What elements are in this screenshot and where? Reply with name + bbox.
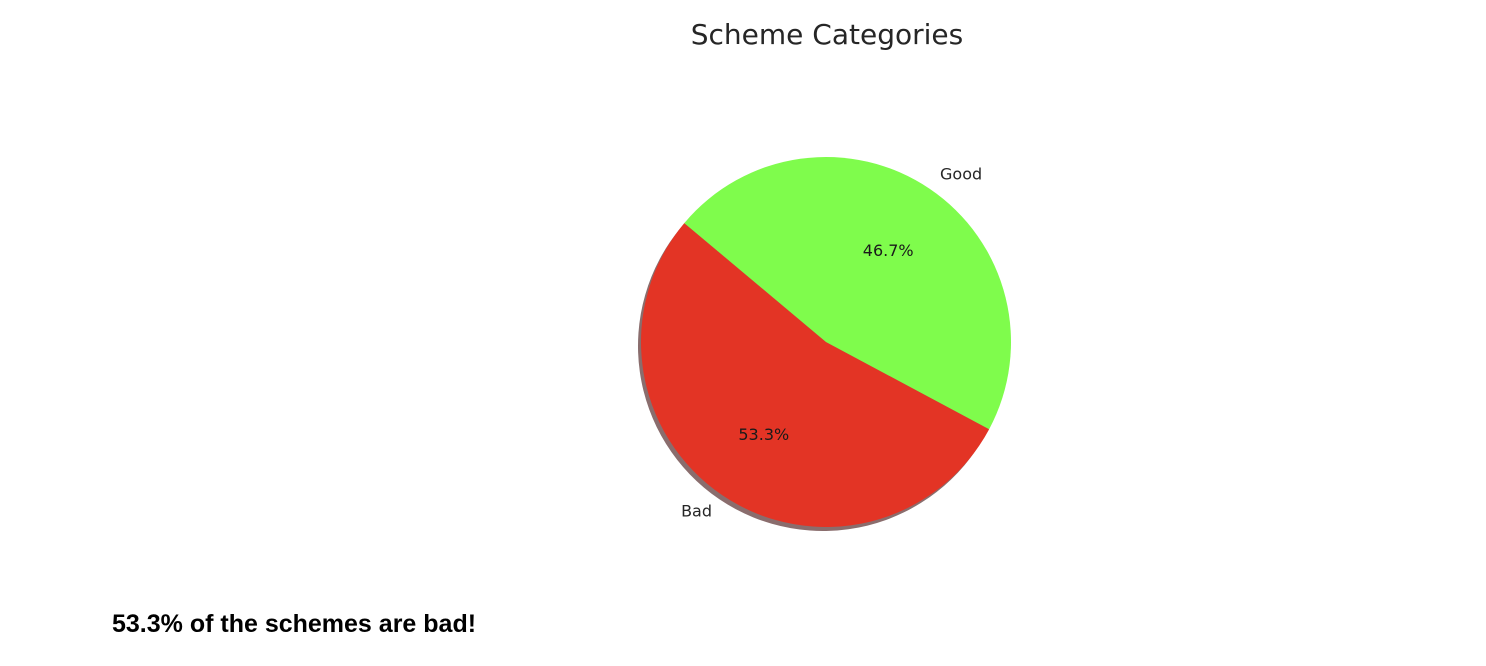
summary-text: 53.3% of the schemes are bad! — [112, 610, 477, 638]
pie-slice-good — [684, 156, 1011, 430]
chart-title: Scheme Categories — [691, 18, 963, 51]
pie-chart: Scheme Categories 53.3% Bad 46.7% Good — [637, 18, 1011, 531]
pie-pct-label-bad: 53.3% — [738, 425, 789, 444]
pie-category-label-bad: Bad — [681, 502, 712, 521]
pie-category-label-good: Good — [940, 164, 982, 183]
pie-slices — [640, 156, 1011, 527]
pie-slice-bad — [640, 223, 990, 527]
pie-labels: 53.3% Bad 46.7% Good — [681, 164, 982, 520]
pie-pct-label-good: 46.7% — [863, 241, 914, 260]
